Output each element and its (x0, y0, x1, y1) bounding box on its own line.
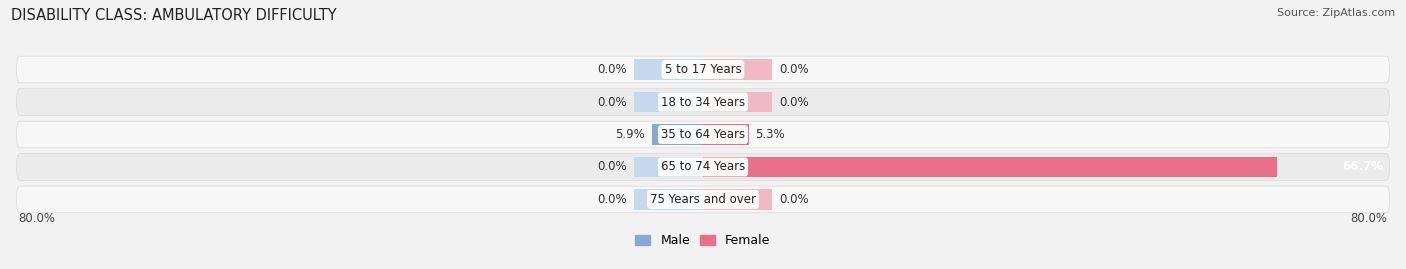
Text: 35 to 64 Years: 35 to 64 Years (661, 128, 745, 141)
Bar (634, 189, 703, 210)
Text: Source: ZipAtlas.com: Source: ZipAtlas.com (1277, 8, 1395, 18)
Text: 80.0%: 80.0% (18, 213, 55, 225)
Text: 5.3%: 5.3% (755, 128, 785, 141)
FancyBboxPatch shape (17, 154, 1389, 180)
Text: 0.0%: 0.0% (779, 193, 808, 206)
FancyBboxPatch shape (17, 56, 1389, 83)
Text: 0.0%: 0.0% (598, 161, 627, 174)
Bar (703, 189, 772, 210)
Text: 0.0%: 0.0% (598, 63, 627, 76)
Text: 66.7%: 66.7% (1343, 161, 1384, 174)
Text: DISABILITY CLASS: AMBULATORY DIFFICULTY: DISABILITY CLASS: AMBULATORY DIFFICULTY (11, 8, 337, 23)
Bar (703, 59, 772, 80)
Bar (634, 92, 703, 112)
Text: 0.0%: 0.0% (598, 193, 627, 206)
Text: 0.0%: 0.0% (779, 95, 808, 108)
Text: 5 to 17 Years: 5 to 17 Years (665, 63, 741, 76)
Text: 0.0%: 0.0% (779, 63, 808, 76)
Bar (703, 157, 1278, 177)
Bar (634, 157, 703, 177)
Bar (703, 92, 772, 112)
Text: 5.9%: 5.9% (616, 128, 645, 141)
Text: 65 to 74 Years: 65 to 74 Years (661, 161, 745, 174)
Text: 0.0%: 0.0% (598, 95, 627, 108)
Legend: Male, Female: Male, Female (630, 229, 776, 252)
Text: 18 to 34 Years: 18 to 34 Years (661, 95, 745, 108)
FancyBboxPatch shape (17, 89, 1389, 115)
Bar (634, 59, 703, 80)
FancyBboxPatch shape (17, 186, 1389, 213)
FancyBboxPatch shape (17, 121, 1389, 148)
Bar (652, 125, 703, 144)
Text: 80.0%: 80.0% (1351, 213, 1388, 225)
Bar (703, 125, 748, 144)
Text: 75 Years and over: 75 Years and over (650, 193, 756, 206)
